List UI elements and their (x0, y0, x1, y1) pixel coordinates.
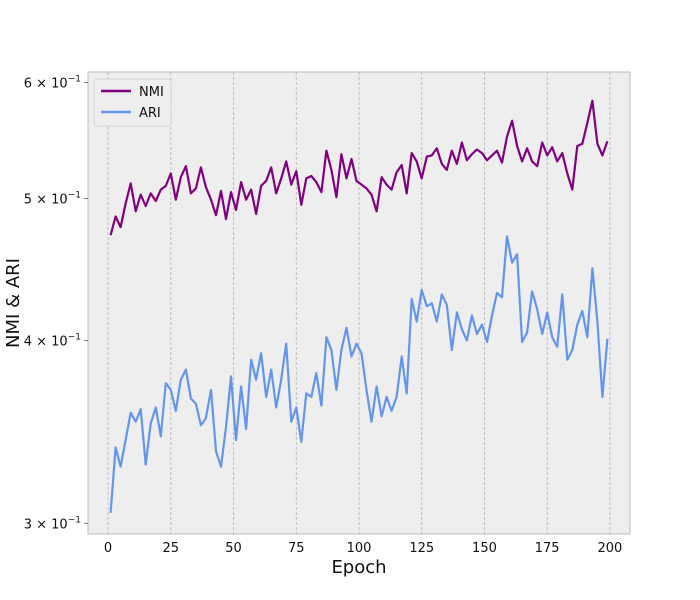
legend: NMI ARI (93, 78, 172, 127)
y-axis-ticks: 3 × 10−1 4 × 10−1 5 × 10−1 6 × 10−1 (24, 75, 88, 532)
y-tick-label: 6 × 10−1 (24, 75, 81, 92)
plot-frame (87, 71, 631, 535)
x-tick-label: 150 (472, 541, 497, 556)
x-tick-label: 75 (288, 541, 305, 556)
y-axis-label: NMI & ARI (3, 258, 24, 348)
grid-lines (107, 72, 611, 534)
x-tick-label: 125 (409, 541, 434, 556)
x-tick-label: 0 (104, 541, 112, 556)
y-tick-label: 3 × 10−1 (24, 515, 81, 532)
legend-label-nmi: NMI (139, 85, 164, 100)
x-tick-label: 100 (347, 541, 372, 556)
x-axis-ticks: 0 25 50 75 100 125 150 175 200 (104, 541, 622, 556)
x-tick-label: 50 (225, 541, 242, 556)
x-tick-label: 25 (163, 541, 180, 556)
x-tick-label: 200 (598, 541, 623, 556)
x-tick-label: 175 (535, 541, 560, 556)
legend-label-ari: ARI (139, 106, 161, 121)
series-line-ari (109, 235, 609, 513)
series-line-nmi (109, 99, 609, 236)
y-tick-label: 4 × 10−1 (24, 332, 81, 349)
x-axis-label: Epoch (331, 557, 386, 578)
series-lines (109, 99, 609, 513)
y-tick-label: 5 × 10−1 (24, 190, 81, 207)
